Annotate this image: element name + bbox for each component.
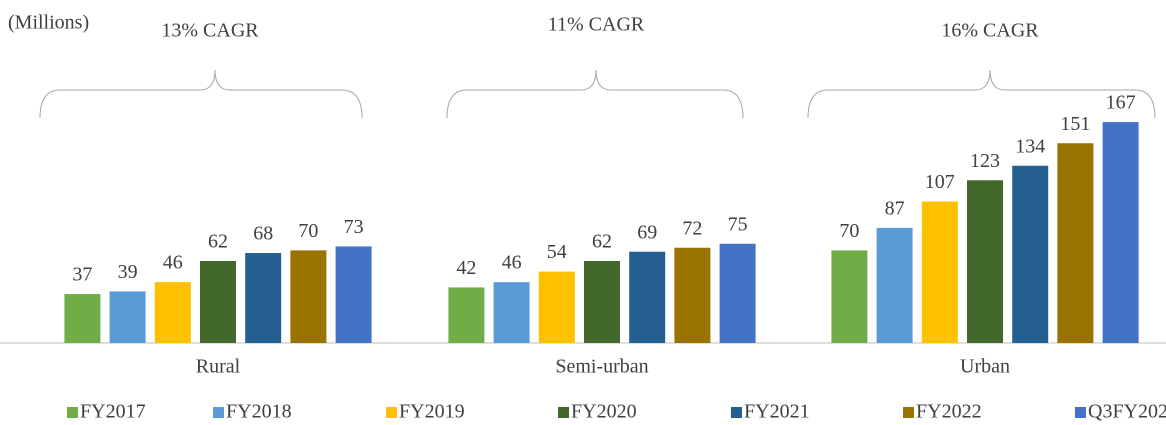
bar [674, 247, 711, 343]
data-label: 42 [456, 257, 476, 279]
legend-swatch [67, 407, 78, 418]
legend-label: Q3FY2023 [1088, 401, 1166, 423]
legend-swatch [903, 407, 914, 418]
data-label: 134 [1015, 135, 1045, 157]
data-label: 151 [1060, 113, 1090, 135]
data-label: 46 [502, 252, 522, 274]
data-label: 70 [839, 220, 859, 242]
brace [39, 69, 363, 119]
data-label: 39 [118, 261, 138, 283]
data-label: 69 [637, 221, 657, 243]
bar [448, 287, 485, 343]
bar [1102, 122, 1139, 344]
legend-label: FY2021 [744, 401, 810, 423]
data-label: 62 [592, 231, 612, 253]
data-label: 68 [253, 223, 273, 245]
x-tick-label: Rural [196, 356, 241, 378]
bar [831, 250, 868, 343]
annotation: 11% CAGR [548, 14, 645, 36]
data-label: 70 [298, 220, 318, 242]
data-label: 54 [547, 241, 567, 263]
bar [629, 251, 666, 343]
data-label: 73 [344, 216, 364, 238]
bar [538, 271, 575, 343]
data-label: 87 [885, 197, 905, 219]
bar [967, 180, 1003, 343]
legend-swatch [1075, 407, 1086, 418]
bar [1057, 143, 1094, 343]
bar [200, 260, 236, 343]
legend-label: FY2022 [916, 401, 982, 423]
bar [876, 227, 913, 343]
legend-label: FY2020 [571, 401, 637, 423]
data-label: 75 [728, 213, 748, 235]
bar [493, 282, 530, 343]
bar [335, 246, 372, 343]
legend-swatch [213, 407, 224, 418]
data-label: 107 [925, 171, 955, 193]
bar [719, 243, 756, 343]
brace [446, 69, 744, 119]
data-label: 62 [208, 231, 228, 253]
x-tick-label: Semi-urban [555, 356, 648, 378]
x-tick-label: Urban [960, 356, 1010, 378]
data-label: 167 [1106, 92, 1136, 114]
data-label: 123 [970, 150, 1000, 172]
bar [154, 282, 191, 343]
legend-label: FY2019 [399, 401, 465, 423]
legend-label: FY2017 [80, 401, 146, 423]
legend-swatch [386, 407, 397, 418]
data-label: 72 [682, 217, 702, 239]
brace [807, 69, 1156, 119]
bar [245, 253, 282, 343]
bar [290, 250, 327, 343]
bar [109, 291, 146, 343]
annotation: 13% CAGR [161, 20, 259, 42]
data-label: 37 [72, 264, 92, 286]
legend-label: FY2018 [226, 401, 292, 423]
bar [921, 201, 958, 343]
annotation: (Millions) [8, 12, 89, 34]
legend-swatch [731, 407, 742, 418]
bar [1012, 165, 1049, 343]
legend-swatch [558, 407, 569, 418]
annotation: 16% CAGR [941, 20, 1039, 42]
data-label: 46 [163, 252, 183, 274]
bar [64, 294, 101, 343]
bar [584, 260, 620, 343]
